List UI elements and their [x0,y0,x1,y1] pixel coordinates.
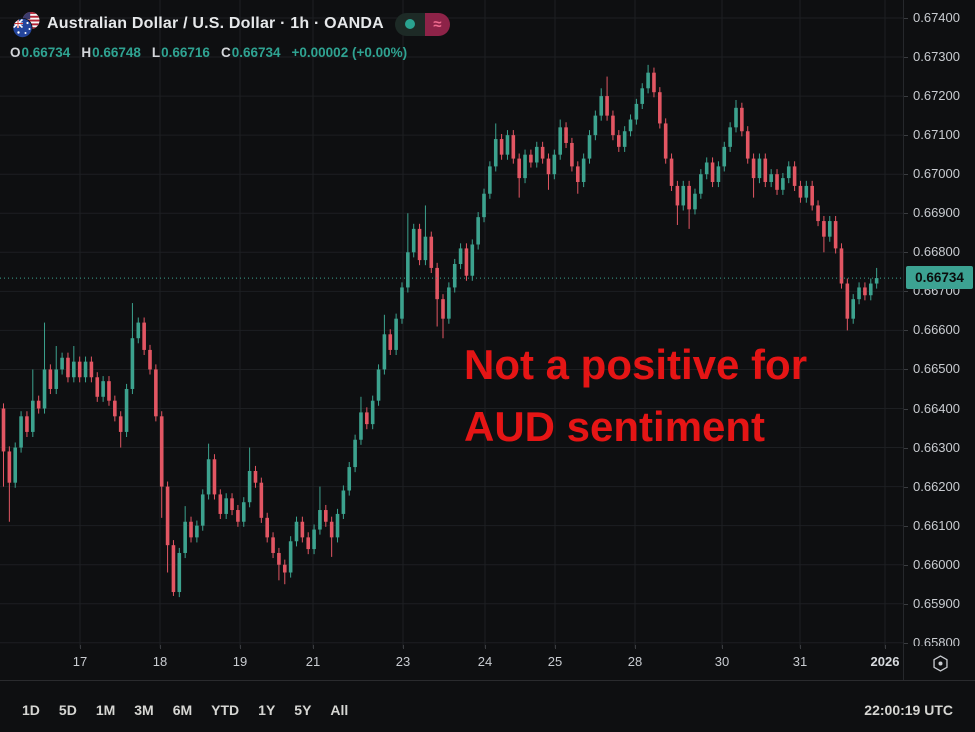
ohlc-close-value: 0.66734 [231,45,281,60]
time-axis-tick [80,645,81,649]
time-axis-label: 2026 [870,654,900,669]
range-button-ytd[interactable]: YTD [211,701,240,718]
price-axis-tick [904,642,908,644]
axis-corner [903,646,975,680]
price-axis-tick [904,603,908,605]
gear-icon [932,654,948,672]
range-button-6m[interactable]: 6M [172,701,193,718]
ohlc-low: L0.66716 [151,45,210,60]
price-axis-tick [904,408,908,410]
time-axis-tick [403,645,404,649]
price-axis-tick [904,369,908,371]
bottom-toolbar: 1D 5D 1M 3M 6M YTD 1Y 5Y All 22:00:19 UTC [0,680,975,732]
price-axis-label: 0.66600 [913,322,960,338]
time-axis-tick [555,645,556,649]
price-axis-label: 0.65900 [913,595,960,611]
legend-title-row: Australian Dollar / U.S. Dollar · 1h · O… [10,10,450,38]
range-button-3m[interactable]: 3M [134,701,154,718]
chart-legend: Australian Dollar / U.S. Dollar · 1h · O… [10,10,450,60]
time-axis-tick [635,645,636,649]
time-axis-label: 19 [232,654,248,669]
price-axis-tick [904,486,908,488]
time-axis-label: 25 [547,654,563,669]
ohlc-row: O0.66734 H0.66748 L0.66716 C0.66734 +0.0… [10,45,450,60]
price-axis-tick [904,96,908,98]
price-axis-tick [904,330,908,332]
timezone-clock-button[interactable]: 22:00:19 UTC [864,701,953,718]
ohlc-high: H0.66748 [81,45,141,60]
axis-settings-button[interactable] [931,654,950,673]
price-axis-label: 0.67000 [913,166,960,182]
market-open-segment [394,12,425,36]
time-axis-tick [485,645,486,649]
time-axis-label: 28 [627,654,643,669]
time-axis-label: 23 [395,654,411,669]
price-axis-tick [904,447,908,449]
price-axis-label: 0.67400 [913,10,960,25]
time-axis-tick [800,645,801,649]
range-button-1d[interactable]: 1D [22,701,40,718]
last-price-label: 0.66734 [906,266,973,290]
range-button-1m[interactable]: 1M [95,701,116,718]
range-button-5y[interactable]: 5Y [294,701,312,718]
time-axis-tick [313,645,314,649]
price-axis-label: 0.65800 [913,634,960,646]
price-axis-tick [904,213,908,215]
price-axis-label: 0.66500 [913,361,960,377]
market-status-pill[interactable]: ≈ [394,12,450,36]
price-chart-svg[interactable] [0,0,903,648]
time-axis-label: 18 [152,654,168,669]
time-axis-tick [885,645,886,649]
range-button-all[interactable]: All [330,701,349,718]
price-axis-tick [904,291,908,293]
ohlc-close: C0.66734 [220,45,281,60]
market-open-dot-icon [404,19,415,29]
price-axis-label: 0.66200 [913,478,960,494]
ohlc-open: O0.66734 [10,45,71,60]
price-axis-tick [904,174,908,176]
time-axis-tick [160,645,161,649]
price-axis-tick [904,57,908,59]
price-change: +0.00002 (+0.00%) [291,45,408,60]
price-axis-tick [904,252,908,254]
price-axis-label: 0.67200 [913,88,960,104]
range-button-5d[interactable]: 5D [58,701,77,718]
delayed-data-icon: ≈ [424,12,450,36]
price-axis-tick [904,525,908,527]
range-button-1y[interactable]: 1Y [258,701,276,718]
time-axis-label: 30 [714,654,730,669]
ohlc-high-value: 0.66748 [92,45,141,60]
ohlc-low-value: 0.66716 [161,45,210,60]
annotation-text[interactable]: Not a positive for AUD sentiment [464,334,807,458]
price-axis-label: 0.66800 [913,244,960,260]
price-axis-label: 0.66900 [913,205,960,221]
annotation-line-1: Not a positive for [464,341,808,388]
time-axis-label: 24 [477,654,493,669]
price-axis-label: 0.66100 [913,517,960,533]
price-axis-label: 0.66300 [913,439,960,455]
time-axis-label: 17 [72,654,88,669]
currency-pair-flags-icon [12,12,40,38]
price-axis-tick [904,18,908,19]
price-axis-label: 0.66400 [913,400,960,416]
time-axis-label: 21 [305,654,321,669]
time-axis-tick [722,645,723,649]
time-axis-tick [240,645,241,649]
annotation-line-2: AUD sentiment [464,403,766,450]
price-axis-label: 0.66000 [913,556,960,572]
time-axis-label: 31 [792,654,808,669]
price-axis-label: 0.67100 [913,127,960,143]
ohlc-open-value: 0.66734 [21,45,71,60]
price-axis[interactable]: 0.67400 0.67300 0.67200 0.67100 0.67000 0.669… [903,0,975,646]
time-axis[interactable]: 17 18 19 21 23 24 25 28 30 31 2026 [0,645,903,680]
range-buttons: 1D 5D 1M 3M 6M YTD 1Y 5Y All [22,702,348,718]
symbol-title: Australian Dollar / U.S. Dollar · 1h · O… [47,15,384,32]
price-axis-tick [904,135,908,137]
price-axis-label: 0.67300 [913,49,960,65]
price-axis-tick [904,564,908,566]
